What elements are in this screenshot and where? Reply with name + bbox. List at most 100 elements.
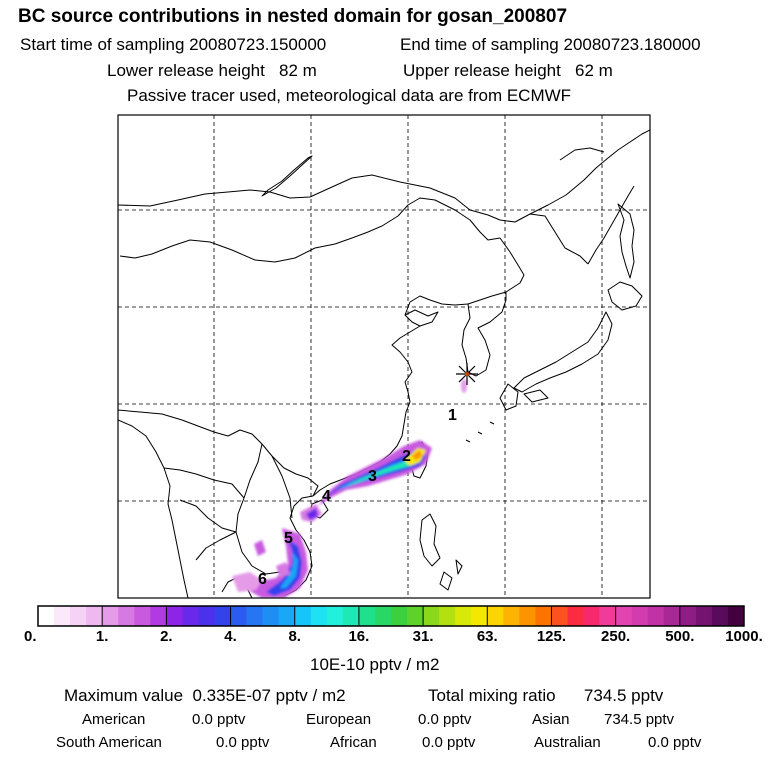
korean-peninsula bbox=[461, 292, 507, 377]
shikoku-island bbox=[523, 389, 549, 403]
graticule bbox=[118, 115, 650, 598]
upper-release-height: Upper release height 62 m bbox=[403, 61, 613, 81]
end-value: 20080723.180000 bbox=[563, 35, 701, 54]
colorbar-swatch bbox=[423, 606, 440, 626]
map-area: 1 2 3 4 5 6 bbox=[118, 115, 650, 598]
colorbar-swatch bbox=[86, 606, 103, 626]
australian-value: 0.0 pptv bbox=[648, 734, 702, 751]
korea-china-border bbox=[467, 237, 525, 305]
colorbar-swatch bbox=[615, 606, 632, 626]
source-label-4: 4 bbox=[322, 488, 331, 505]
source-label-2: 2 bbox=[402, 448, 411, 465]
chart-title: BC source contributions in nested domain… bbox=[18, 6, 568, 27]
plume-patch bbox=[232, 572, 262, 592]
european-label: European bbox=[306, 711, 372, 728]
start-value: 20080723.150000 bbox=[189, 35, 327, 54]
colorbar-tick-label: 4. bbox=[224, 628, 237, 645]
plume-south-inner bbox=[280, 552, 298, 588]
total-mixing-row: Total mixing ratio 734.5 pptv bbox=[428, 686, 663, 706]
ryukyu-island bbox=[489, 421, 495, 425]
colorbar-tick-label: 1000. bbox=[725, 628, 763, 645]
colorbar-swatch bbox=[70, 606, 87, 626]
myanmar-china-border bbox=[163, 467, 245, 499]
upper-value: 62 m bbox=[575, 61, 613, 80]
thailand-border bbox=[195, 531, 237, 561]
asian-label: Asian bbox=[532, 711, 570, 728]
colorbar-swatch bbox=[374, 606, 392, 626]
plume-patch bbox=[461, 379, 467, 393]
max-label: Maximum value bbox=[64, 686, 184, 705]
primorye-coast bbox=[587, 185, 635, 265]
colorbar-swatch bbox=[567, 606, 584, 626]
coastlines-borders bbox=[118, 129, 650, 598]
lake-baikal bbox=[261, 155, 313, 197]
source-label-5: 5 bbox=[284, 530, 293, 547]
colorbar-swatch bbox=[214, 606, 231, 626]
lower-release-height: Lower release height 82 m bbox=[107, 61, 317, 81]
sampling-start: Start time of sampling 20080723.150000 bbox=[20, 35, 326, 55]
colorbar-swatch bbox=[471, 606, 488, 626]
sampling-end: End time of sampling 20080723.180000 bbox=[400, 35, 701, 55]
start-label: Start time of sampling bbox=[20, 35, 185, 54]
colorbar-swatch bbox=[134, 606, 151, 626]
colorbar-swatch bbox=[519, 606, 536, 626]
colorbar-swatch bbox=[695, 606, 713, 626]
colorbar-swatch bbox=[358, 606, 376, 626]
american-label: American bbox=[82, 711, 146, 728]
colorbar-swatch bbox=[182, 606, 199, 626]
laos-border bbox=[271, 455, 293, 519]
kyushu-island bbox=[499, 383, 519, 411]
colorbar-swatch bbox=[278, 606, 296, 626]
colorbar-swatch bbox=[583, 606, 600, 626]
source-label-1: 1 bbox=[448, 407, 457, 424]
south-american-value: 0.0 pptv bbox=[216, 734, 270, 751]
northern-border bbox=[118, 174, 589, 265]
asian-value: 734.5 pptv bbox=[604, 711, 675, 728]
colorbar bbox=[38, 606, 745, 626]
map-frame bbox=[117, 114, 651, 599]
colorbar-swatch bbox=[326, 606, 344, 626]
source-label-6: 6 bbox=[258, 571, 267, 588]
colorbar-swatch bbox=[342, 606, 360, 626]
colorbar-units: 10E-10 pptv / m2 bbox=[310, 655, 440, 674]
colorbar-tick-label: 2. bbox=[160, 628, 173, 645]
colorbar-swatch bbox=[535, 606, 552, 626]
colorbar-swatch bbox=[246, 606, 263, 626]
colorbar-swatch bbox=[663, 606, 681, 626]
colorbar-swatch bbox=[102, 606, 119, 626]
shandong-peninsula bbox=[404, 309, 439, 327]
colorbar-swatch bbox=[294, 606, 312, 626]
ryukyu-island bbox=[465, 439, 471, 443]
lower-value: 82 m bbox=[279, 61, 317, 80]
tracer-note: Passive tracer used, meteorological data… bbox=[127, 86, 572, 105]
source-label-3: 3 bbox=[368, 468, 377, 485]
colorbar-swatch bbox=[38, 606, 55, 626]
okhotsk-coast bbox=[559, 147, 605, 161]
african-label: African bbox=[330, 734, 377, 751]
colorbar-tick-label: 500. bbox=[665, 628, 695, 645]
hokkaido-island bbox=[607, 281, 643, 311]
colorbar-swatch bbox=[54, 606, 71, 626]
station-dot bbox=[465, 372, 469, 376]
colorbar-tick-label: 250. bbox=[601, 628, 631, 645]
total-label: Total mixing ratio bbox=[428, 686, 556, 705]
sakhalin-island bbox=[617, 203, 635, 279]
colorbar-tick-label: 125. bbox=[536, 628, 567, 645]
american-value: 0.0 pptv bbox=[192, 711, 246, 728]
honshu-island bbox=[513, 311, 613, 393]
colorbar-swatch bbox=[727, 606, 745, 626]
european-value: 0.0 pptv bbox=[418, 711, 472, 728]
colorbar-swatch bbox=[631, 606, 649, 626]
colorbar-swatch bbox=[455, 606, 472, 626]
colorbar-swatch bbox=[230, 606, 247, 626]
colorbar-tick-label: 0. bbox=[24, 628, 37, 645]
plume-peak bbox=[412, 450, 422, 460]
philippine-island bbox=[439, 571, 453, 591]
plume-patch bbox=[276, 562, 290, 578]
russian-coast bbox=[529, 129, 650, 215]
australian-label: Australian bbox=[534, 734, 601, 751]
colorbar-swatch bbox=[711, 606, 729, 626]
colorbar-swatch bbox=[487, 606, 504, 626]
himalaya-border bbox=[118, 409, 263, 445]
